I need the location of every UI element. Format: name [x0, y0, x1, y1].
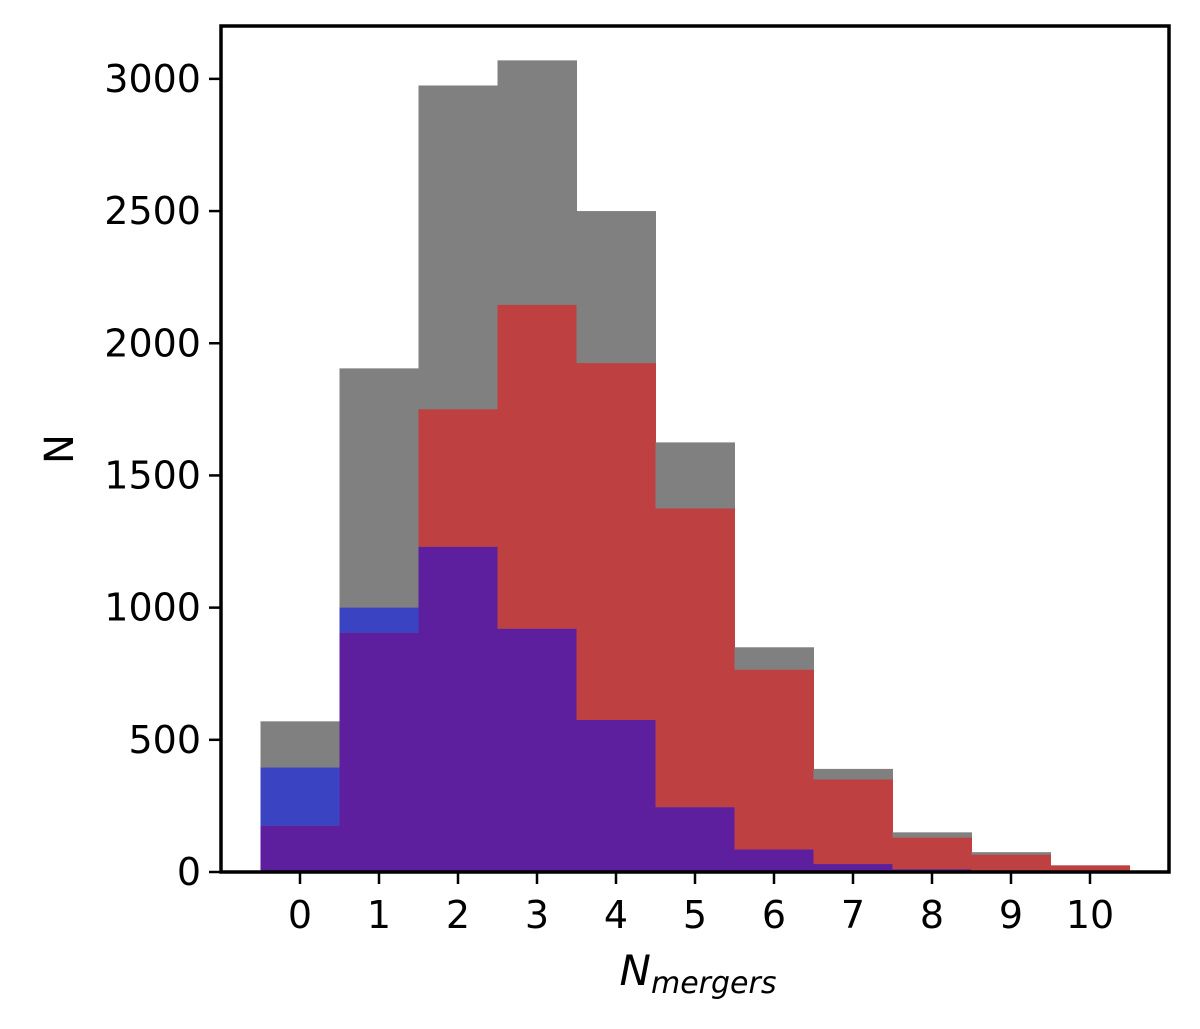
overlap-bar-5: [655, 807, 735, 872]
y-tick-label: 2500: [104, 189, 201, 233]
y-axis-label: N: [37, 434, 83, 464]
red-bar-7: [813, 779, 893, 865]
x-axis-ticks: 0 1 2 3 4 5 6 7 8 9 10: [288, 872, 1114, 937]
red-bar-5: [655, 508, 735, 808]
overlap-bar-1: [339, 632, 419, 872]
y-axis-ticks: 0 500 1000 1500 2000 2500 3000: [104, 57, 221, 894]
overlap-bar-0: [260, 825, 340, 872]
x-tick-label: 10: [1066, 893, 1114, 937]
blue-bar-0: [260, 767, 340, 826]
x-tick-label: 6: [762, 893, 786, 937]
overlap-bar-2: [418, 546, 498, 872]
x-tick-label: 8: [920, 893, 944, 937]
overlap-bar-6: [734, 849, 814, 872]
x-tick-label: 3: [525, 893, 549, 937]
x-tick-label: 2: [446, 893, 470, 937]
red-bar-3: [497, 304, 577, 629]
y-tick-label: 0: [177, 850, 201, 894]
x-tick-label: 1: [367, 893, 391, 937]
overlap-bar-3: [497, 628, 577, 872]
blue-bar-1: [339, 607, 419, 633]
red-bar-6: [734, 669, 814, 850]
x-tick-label: 7: [841, 893, 865, 937]
red-bar-8: [892, 837, 972, 870]
overlap-bar-4: [576, 719, 656, 872]
overlap-bar-7: [813, 864, 893, 872]
red-bar-9: [971, 854, 1051, 872]
y-tick-label: 3000: [104, 57, 201, 101]
x-tick-label: 5: [683, 893, 707, 937]
y-tick-label: 1000: [104, 586, 201, 630]
x-tick-label: 9: [999, 893, 1023, 937]
red-bar-4: [576, 363, 656, 720]
red-bar-2: [418, 409, 498, 547]
x-axis-label-subscript: mergers: [651, 966, 776, 1001]
x-tick-label: 4: [604, 893, 628, 937]
red-bar-10: [1050, 865, 1130, 872]
x-axis-label: Nmergers: [620, 946, 777, 1001]
bars-layer: [260, 60, 1130, 873]
x-axis-label-main: N: [620, 946, 651, 995]
y-tick-label: 2000: [104, 321, 201, 365]
y-tick-label: 1500: [104, 453, 201, 497]
x-tick-label: 0: [288, 893, 312, 937]
y-tick-label: 500: [128, 718, 201, 762]
